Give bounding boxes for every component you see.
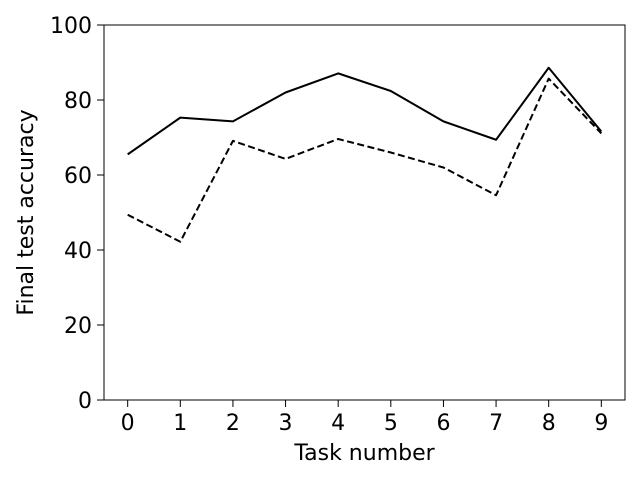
y-tick-label: 0 [78,389,92,414]
x-axis-label: Task number [293,441,435,466]
y-tick-label: 80 [64,89,92,114]
x-tick-label: 3 [279,411,293,436]
x-tick-label: 1 [173,411,187,436]
y-axis-label: Final test accuracy [14,109,39,315]
plot-frame [103,24,626,401]
y-tick-label: 60 [64,164,92,189]
x-tick-label: 7 [489,411,503,436]
x-tick-label: 6 [436,411,450,436]
y-tick-label: 100 [50,14,92,39]
x-tick-label: 2 [226,411,240,436]
x-tick-label: 5 [384,411,398,436]
series-line-solid [127,66,603,156]
y-tick-label: 40 [64,239,92,264]
x-tick-label: 9 [594,411,608,436]
series-line-dashed [127,77,603,243]
y-axis: 0 20 40 60 80 100 [50,14,104,414]
x-tick-label: 0 [121,411,135,436]
x-axis: 0 1 2 3 4 5 6 7 8 9 [121,400,608,436]
x-tick-label: 8 [542,411,556,436]
y-tick-label: 20 [64,314,92,339]
x-tick-label: 4 [331,411,345,436]
series-layer [127,66,603,243]
